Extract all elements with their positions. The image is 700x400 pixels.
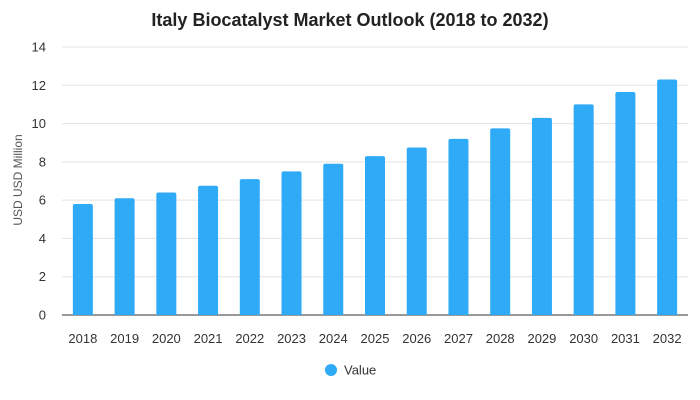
y-tick-label: 10 [32, 116, 46, 131]
bar-2019[interactable] [114, 198, 135, 315]
x-tick-label-2021: 2021 [194, 331, 223, 346]
bar-2020[interactable] [156, 192, 177, 315]
x-tick-label-2025: 2025 [361, 331, 390, 346]
legend-swatch [325, 364, 337, 376]
bar-2030[interactable] [573, 104, 594, 315]
y-tick-label: 6 [39, 193, 46, 208]
x-tick-label-2027: 2027 [444, 331, 473, 346]
chart-title: Italy Biocatalyst Market Outlook (2018 t… [151, 10, 548, 30]
x-tick-label-2024: 2024 [319, 331, 348, 346]
x-tick-label-2028: 2028 [486, 331, 515, 346]
bar-2028[interactable] [490, 128, 511, 315]
bar-2023[interactable] [281, 171, 302, 315]
x-tick-label-2030: 2030 [569, 331, 598, 346]
y-tick-label: 8 [39, 154, 46, 169]
y-tick-label: 4 [39, 231, 46, 246]
y-tick-label: 0 [39, 308, 46, 323]
bar-2027[interactable] [448, 138, 469, 315]
x-axis-ticks: 2018 2019 2020 2021 2022 2023 2024 2025 2026 2027… [68, 331, 681, 346]
x-tick-label-2029: 2029 [527, 331, 556, 346]
bars [72, 79, 678, 316]
bar-2024[interactable] [323, 163, 344, 315]
legend-label-value: Value [344, 363, 376, 378]
x-tick-label-2018: 2018 [68, 331, 97, 346]
x-tick-label-2020: 2020 [152, 331, 181, 346]
bar-2018[interactable] [72, 203, 93, 315]
x-tick-label-2019: 2019 [110, 331, 139, 346]
bar-2025[interactable] [365, 156, 385, 315]
x-tick-label-2032: 2032 [653, 331, 682, 346]
legend[interactable]: Value [325, 363, 376, 378]
bar-2032[interactable] [657, 79, 678, 316]
x-tick-label-2031: 2031 [611, 331, 640, 346]
bar-2026[interactable] [406, 147, 427, 316]
bar-2031[interactable] [615, 91, 636, 315]
y-tick-label: 2 [39, 269, 46, 284]
y-axis-ticks: 0 2 4 6 8 10 12 14 [32, 40, 46, 323]
y-axis-label: USD USD Million [11, 134, 25, 225]
y-tick-label: 14 [32, 40, 46, 55]
x-tick-label-2026: 2026 [402, 331, 431, 346]
bar-2021[interactable] [198, 185, 219, 315]
x-tick-label-2023: 2023 [277, 331, 306, 346]
bar-2022[interactable] [239, 179, 260, 315]
bar-2029[interactable] [531, 117, 552, 315]
x-tick-label-2022: 2022 [235, 331, 264, 346]
y-tick-label: 12 [32, 78, 46, 93]
